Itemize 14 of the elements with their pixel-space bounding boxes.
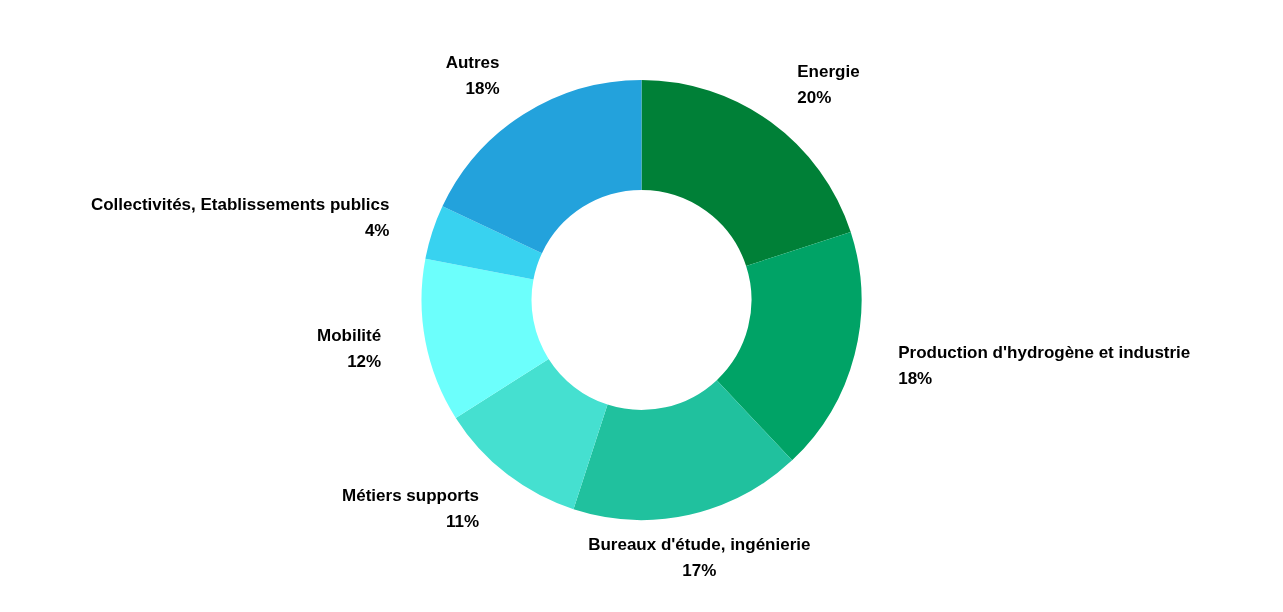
slice-label: Energie <box>797 62 860 82</box>
slice-label: Autres <box>445 52 500 72</box>
data-label: 4% <box>364 220 390 240</box>
data-label: 12% <box>347 352 382 372</box>
slice-label: Mobilité <box>316 326 382 346</box>
slice-label: Production d'hydrogène et industrie <box>898 342 1191 362</box>
slice-label: Bureaux d'étude, ingénierie <box>588 535 811 555</box>
slice-label: Collectivités, Etablissements publics <box>90 194 390 214</box>
data-label: 18% <box>465 78 500 98</box>
data-label: 17% <box>682 561 717 581</box>
data-label: 18% <box>898 368 933 388</box>
slice-label: Métiers supports <box>342 486 480 506</box>
data-label: 20% <box>797 88 832 108</box>
data-label: 11% <box>445 512 480 532</box>
